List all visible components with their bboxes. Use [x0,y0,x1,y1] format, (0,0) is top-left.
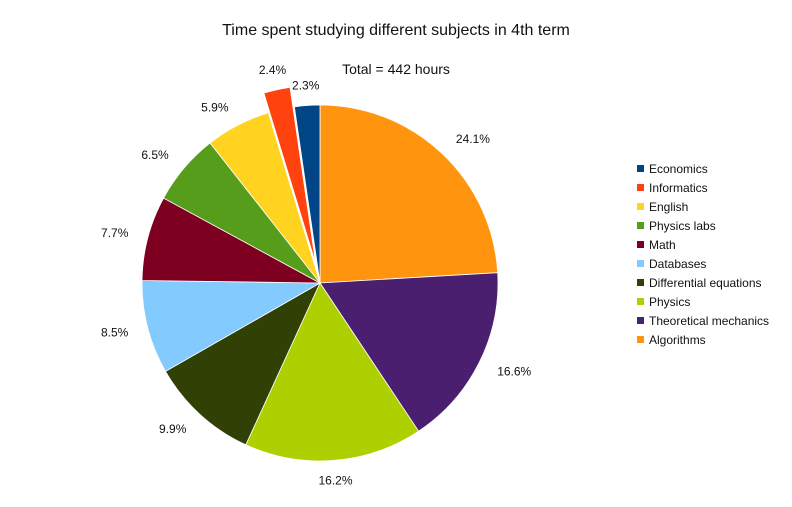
legend-item-informatics: Informatics [637,181,708,195]
legend-item-databases: Databases [637,257,706,271]
pie-label-physics: 16.2% [318,473,352,487]
legend-item-economics: Economics [637,162,708,176]
legend-item-physics-labs: Physics labs [637,219,716,233]
legend-label-theoretical-mechanics: Theoretical mechanics [649,314,769,328]
pie-labels: 24.1% 16.6% 16.2% 9.9% 8.5% 7.7% 6.5% 5.9% 2.4% 2… [101,63,532,487]
legend-item-theoretical-mechanics: Theoretical mechanics [637,314,769,328]
pie-label-differential-equations: 9.9% [159,422,187,436]
pie-label-informatics: 2.4% [259,63,287,77]
pie-label-theoretical-mechanics: 16.6% [497,364,531,378]
pie-label-databases: 8.5% [101,326,129,340]
legend-label-physics-labs: Physics labs [649,219,716,233]
legend-swatch-physics [637,298,644,305]
pie-slice-differential-equations [164,282,321,446]
pie-slice-algorithms [319,104,499,284]
legend-swatch-algorithms [637,336,644,343]
pie-slice-theoretical-mechanics [319,272,499,432]
legend-label-differential-equations: Differential equations [649,276,762,290]
legend-item-math: Math [637,238,676,252]
legend-swatch-theoretical-mechanics [637,317,644,324]
legend-swatch-databases [637,260,644,267]
legend-label-algorithms: Algorithms [649,333,706,347]
chart-subtitle: Total = 442 hours [342,61,450,77]
legend-item-differential-equations: Differential equations [637,276,762,290]
legend-item-algorithms: Algorithms [637,333,706,347]
legend-label-economics: Economics [649,162,708,176]
legend-item-physics: Physics [637,295,690,309]
pie-label-english: 5.9% [201,100,229,114]
pie-slices [141,86,499,462]
legend: Economics Informatics English Physics labs M… [637,162,769,347]
pie-slice-economics [293,104,321,284]
legend-swatch-differential-equations [637,279,644,286]
legend-swatch-english [637,203,644,210]
legend-swatch-economics [637,165,644,172]
legend-label-informatics: Informatics [649,181,708,195]
legend-swatch-physics-labs [637,222,644,229]
pie-slice-databases [141,280,322,372]
pie-slice-physics [245,282,420,462]
pie-label-math: 7.7% [101,226,129,240]
legend-label-databases: Databases [649,257,706,271]
pie-label-physics-labs: 6.5% [141,148,169,162]
legend-label-english: English [649,200,688,214]
legend-swatch-informatics [637,184,644,191]
chart-title: Time spent studying different subjects i… [222,22,570,39]
pie-slice-informatics [263,86,317,264]
pie-label-economics: 2.3% [292,79,320,93]
legend-label-math: Math [649,238,676,252]
legend-label-physics: Physics [649,295,690,309]
legend-swatch-math [637,241,644,248]
pie-slice-english [209,112,321,284]
pie-label-algorithms: 24.1% [456,132,490,146]
legend-item-english: English [637,200,688,214]
